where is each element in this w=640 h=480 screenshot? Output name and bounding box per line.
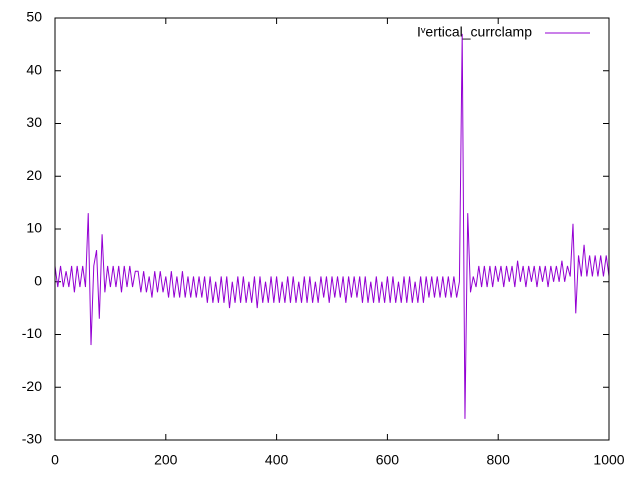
x-tick-label: 200	[154, 452, 178, 468]
y-tick-label: 40	[26, 61, 42, 77]
plot-border	[54, 17, 610, 441]
x-tick-label: 0	[51, 452, 59, 468]
series-line	[54, 33, 610, 419]
y-tick-label: 0	[34, 272, 42, 288]
y-tick-label: 30	[26, 114, 42, 130]
x-tick-label: 400	[265, 452, 289, 468]
x-tick-label: 600	[376, 452, 400, 468]
x-tick-label: 1000	[593, 452, 624, 468]
legend-label: Iᵛertical_currclamp	[417, 24, 532, 40]
y-tick-label: -30	[22, 431, 42, 447]
y-tick-label: 50	[26, 9, 42, 25]
x-tick-label: 800	[487, 452, 511, 468]
y-tick-label: 20	[26, 167, 42, 183]
y-tick-label: -20	[22, 378, 42, 394]
y-tick-label: 10	[26, 220, 42, 236]
y-tick-label: -10	[22, 325, 42, 341]
